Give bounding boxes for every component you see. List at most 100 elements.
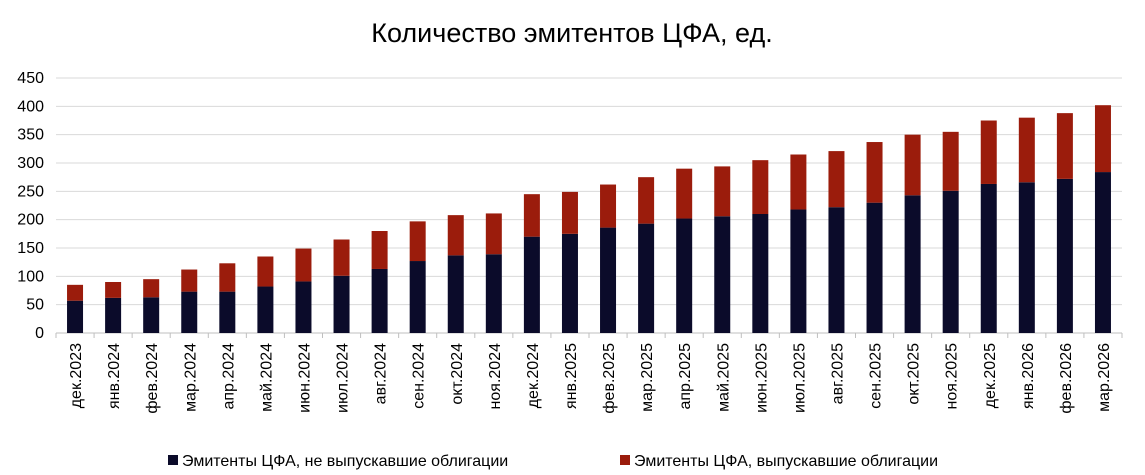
bar-issuing (485, 213, 502, 255)
bars (67, 105, 1111, 333)
x-tick-label: окт.2025 (906, 343, 923, 405)
x-tick-label: мар.2024 (182, 343, 199, 412)
bar-issuing (1018, 117, 1035, 183)
x-tick-label: янв.2025 (563, 343, 580, 409)
x-tick-label: май.2024 (258, 343, 275, 412)
x-tick-label: сен.2025 (868, 343, 885, 409)
bar-not-issuing (561, 233, 578, 333)
y-tick-label: 300 (17, 155, 44, 172)
bar-issuing (638, 177, 655, 224)
x-tick-label: фев.2026 (1058, 343, 1075, 414)
x-tick-label: фев.2024 (144, 343, 161, 414)
bar-not-issuing (143, 297, 160, 333)
x-tick-label: июл.2025 (791, 343, 808, 413)
x-tick-label: мар.2025 (639, 343, 656, 412)
bar-issuing (1094, 105, 1111, 173)
x-tick-label: сен.2024 (411, 343, 428, 409)
legend: Эмитенты ЦФА, не выпускавшие облигации Э… (168, 453, 938, 470)
bar-issuing (980, 120, 997, 184)
bar-not-issuing (752, 214, 769, 333)
legend-swatch-issuing (620, 455, 630, 465)
bar-not-issuing (371, 268, 388, 333)
x-tick-label: апр.2025 (677, 343, 694, 410)
y-tick-label: 400 (17, 98, 44, 115)
y-tick-label: 50 (26, 297, 44, 314)
legend-label-issuing: Эмитенты ЦФА, выпускавшие облигации (634, 453, 938, 470)
x-tick-label: фев.2025 (601, 343, 618, 414)
bar-issuing (371, 231, 388, 269)
x-tick-label: апр.2024 (220, 343, 237, 410)
y-tick-label: 100 (17, 268, 44, 285)
bar-not-issuing (866, 202, 883, 333)
bar-not-issuing (219, 291, 236, 333)
bar-not-issuing (790, 209, 807, 333)
legend-label-not-issuing: Эмитенты ЦФА, не выпускавшие облигации (182, 453, 508, 470)
bar-issuing (752, 160, 769, 214)
bar-not-issuing (828, 207, 845, 333)
y-tick-label: 450 (17, 70, 44, 87)
x-tick-label: окт.2024 (449, 343, 466, 405)
x-tick-label: ноя.2024 (487, 343, 504, 410)
x-tick-label: мар.2026 (1096, 343, 1113, 412)
bar-issuing (904, 134, 921, 196)
bar-issuing (942, 131, 959, 191)
x-tick-label: май.2025 (715, 343, 732, 412)
bar-not-issuing (904, 195, 921, 333)
x-tick-label: июл.2024 (335, 343, 352, 413)
bar-issuing (333, 239, 350, 276)
x-tick-label: янв.2024 (106, 343, 123, 409)
bar-issuing (523, 194, 540, 237)
bar-issuing (219, 263, 236, 292)
bar-not-issuing (67, 300, 84, 333)
bar-issuing (105, 282, 122, 298)
bar-issuing (257, 256, 274, 287)
x-tick-label: дек.2024 (525, 343, 542, 408)
bar-issuing (828, 151, 845, 208)
bar-issuing (143, 279, 160, 298)
bar-issuing (790, 154, 807, 210)
chart-title: Количество эмитентов ЦФА, ед. (371, 18, 772, 48)
y-tick-label: 200 (17, 212, 44, 229)
bar-not-issuing (714, 216, 731, 333)
bar-issuing (409, 221, 426, 262)
bar-not-issuing (1056, 178, 1073, 333)
bar-not-issuing (1094, 172, 1111, 333)
bar-issuing (600, 184, 617, 228)
y-tick-label: 0 (35, 325, 44, 342)
bar-not-issuing (600, 227, 617, 333)
bar-issuing (1056, 113, 1073, 179)
x-tick-label: дек.2025 (982, 343, 999, 408)
legend-swatch-not-issuing (168, 455, 178, 465)
bar-not-issuing (523, 236, 540, 333)
bar-issuing (676, 168, 693, 219)
bar-issuing (181, 269, 198, 292)
y-axis: 0 50 100 150 200 250 300 350 400 450 (17, 70, 44, 342)
bar-issuing (447, 215, 464, 256)
bar-issuing (561, 191, 578, 234)
x-tick-label: июн.2025 (753, 343, 770, 413)
bar-not-issuing (980, 183, 997, 333)
bar-issuing (714, 166, 731, 217)
bar-not-issuing (257, 286, 274, 333)
bar-not-issuing (295, 281, 312, 333)
bar-issuing (67, 284, 84, 301)
bar-issuing (866, 142, 883, 203)
bar-not-issuing (181, 291, 198, 333)
bar-not-issuing (333, 275, 350, 333)
x-tick-label: авг.2025 (829, 343, 846, 404)
bar-not-issuing (676, 218, 693, 333)
x-tick-label: авг.2024 (373, 343, 390, 404)
bar-not-issuing (485, 254, 502, 333)
grid (56, 77, 1122, 334)
x-tick-label: дек.2023 (68, 343, 85, 408)
bar-not-issuing (1018, 182, 1035, 333)
x-tick-label: ноя.2025 (944, 343, 961, 410)
bar-not-issuing (942, 190, 959, 333)
x-axis: дек.2023 янв.2024 фев.2024 мар.2024 апр.2024… (55, 333, 1123, 414)
bar-not-issuing (638, 223, 655, 333)
x-tick-label: июн.2024 (296, 343, 313, 413)
bar-issuing (295, 248, 312, 282)
y-tick-label: 250 (17, 183, 44, 200)
bar-not-issuing (447, 255, 464, 333)
